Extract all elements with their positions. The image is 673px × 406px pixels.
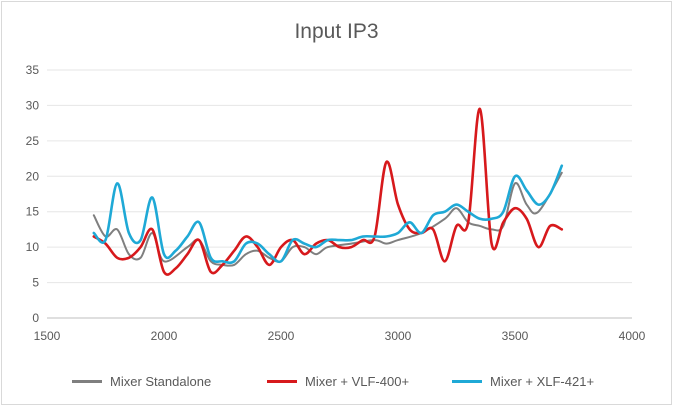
legend-swatch [452,379,482,383]
legend-swatch [72,379,102,383]
y-tick-label: 15 [26,205,40,219]
y-tick-label: 35 [26,63,40,77]
legend-label: Mixer + XLF-421+ [490,373,595,389]
chart-legend: Mixer Standalone Mixer + VLF-400+ Mixer … [2,370,671,392]
chart-title: Input IP3 [294,20,379,43]
legend-item-mixer-vlf-400: Mixer + VLF-400+ [267,370,409,392]
series-line-2 [92,107,564,276]
x-tick-label: 4000 [619,329,646,343]
legend-label: Mixer + VLF-400+ [305,373,410,389]
x-tick-label: 1500 [34,329,61,343]
legend-item-mixer-standalone: Mixer Standalone [72,370,211,392]
x-tick-label: 3500 [502,329,529,343]
legend-item-mixer-xlf-421: Mixer + XLF-421+ [452,370,594,392]
y-tick-label: 30 [26,98,40,112]
x-tick-label: 3000 [385,329,412,343]
y-tick-label: 25 [26,134,40,148]
y-tick-label: 0 [32,311,39,325]
x-tick-label: 2000 [151,329,178,343]
y-tick-label: 20 [26,169,40,183]
x-tick-label: 2500 [268,329,295,343]
legend-label: Mixer Standalone [110,373,212,389]
y-tick-label: 5 [32,276,39,290]
y-tick-label: 10 [26,240,40,254]
legend-swatch [267,379,297,383]
series-line-3 [92,164,564,265]
